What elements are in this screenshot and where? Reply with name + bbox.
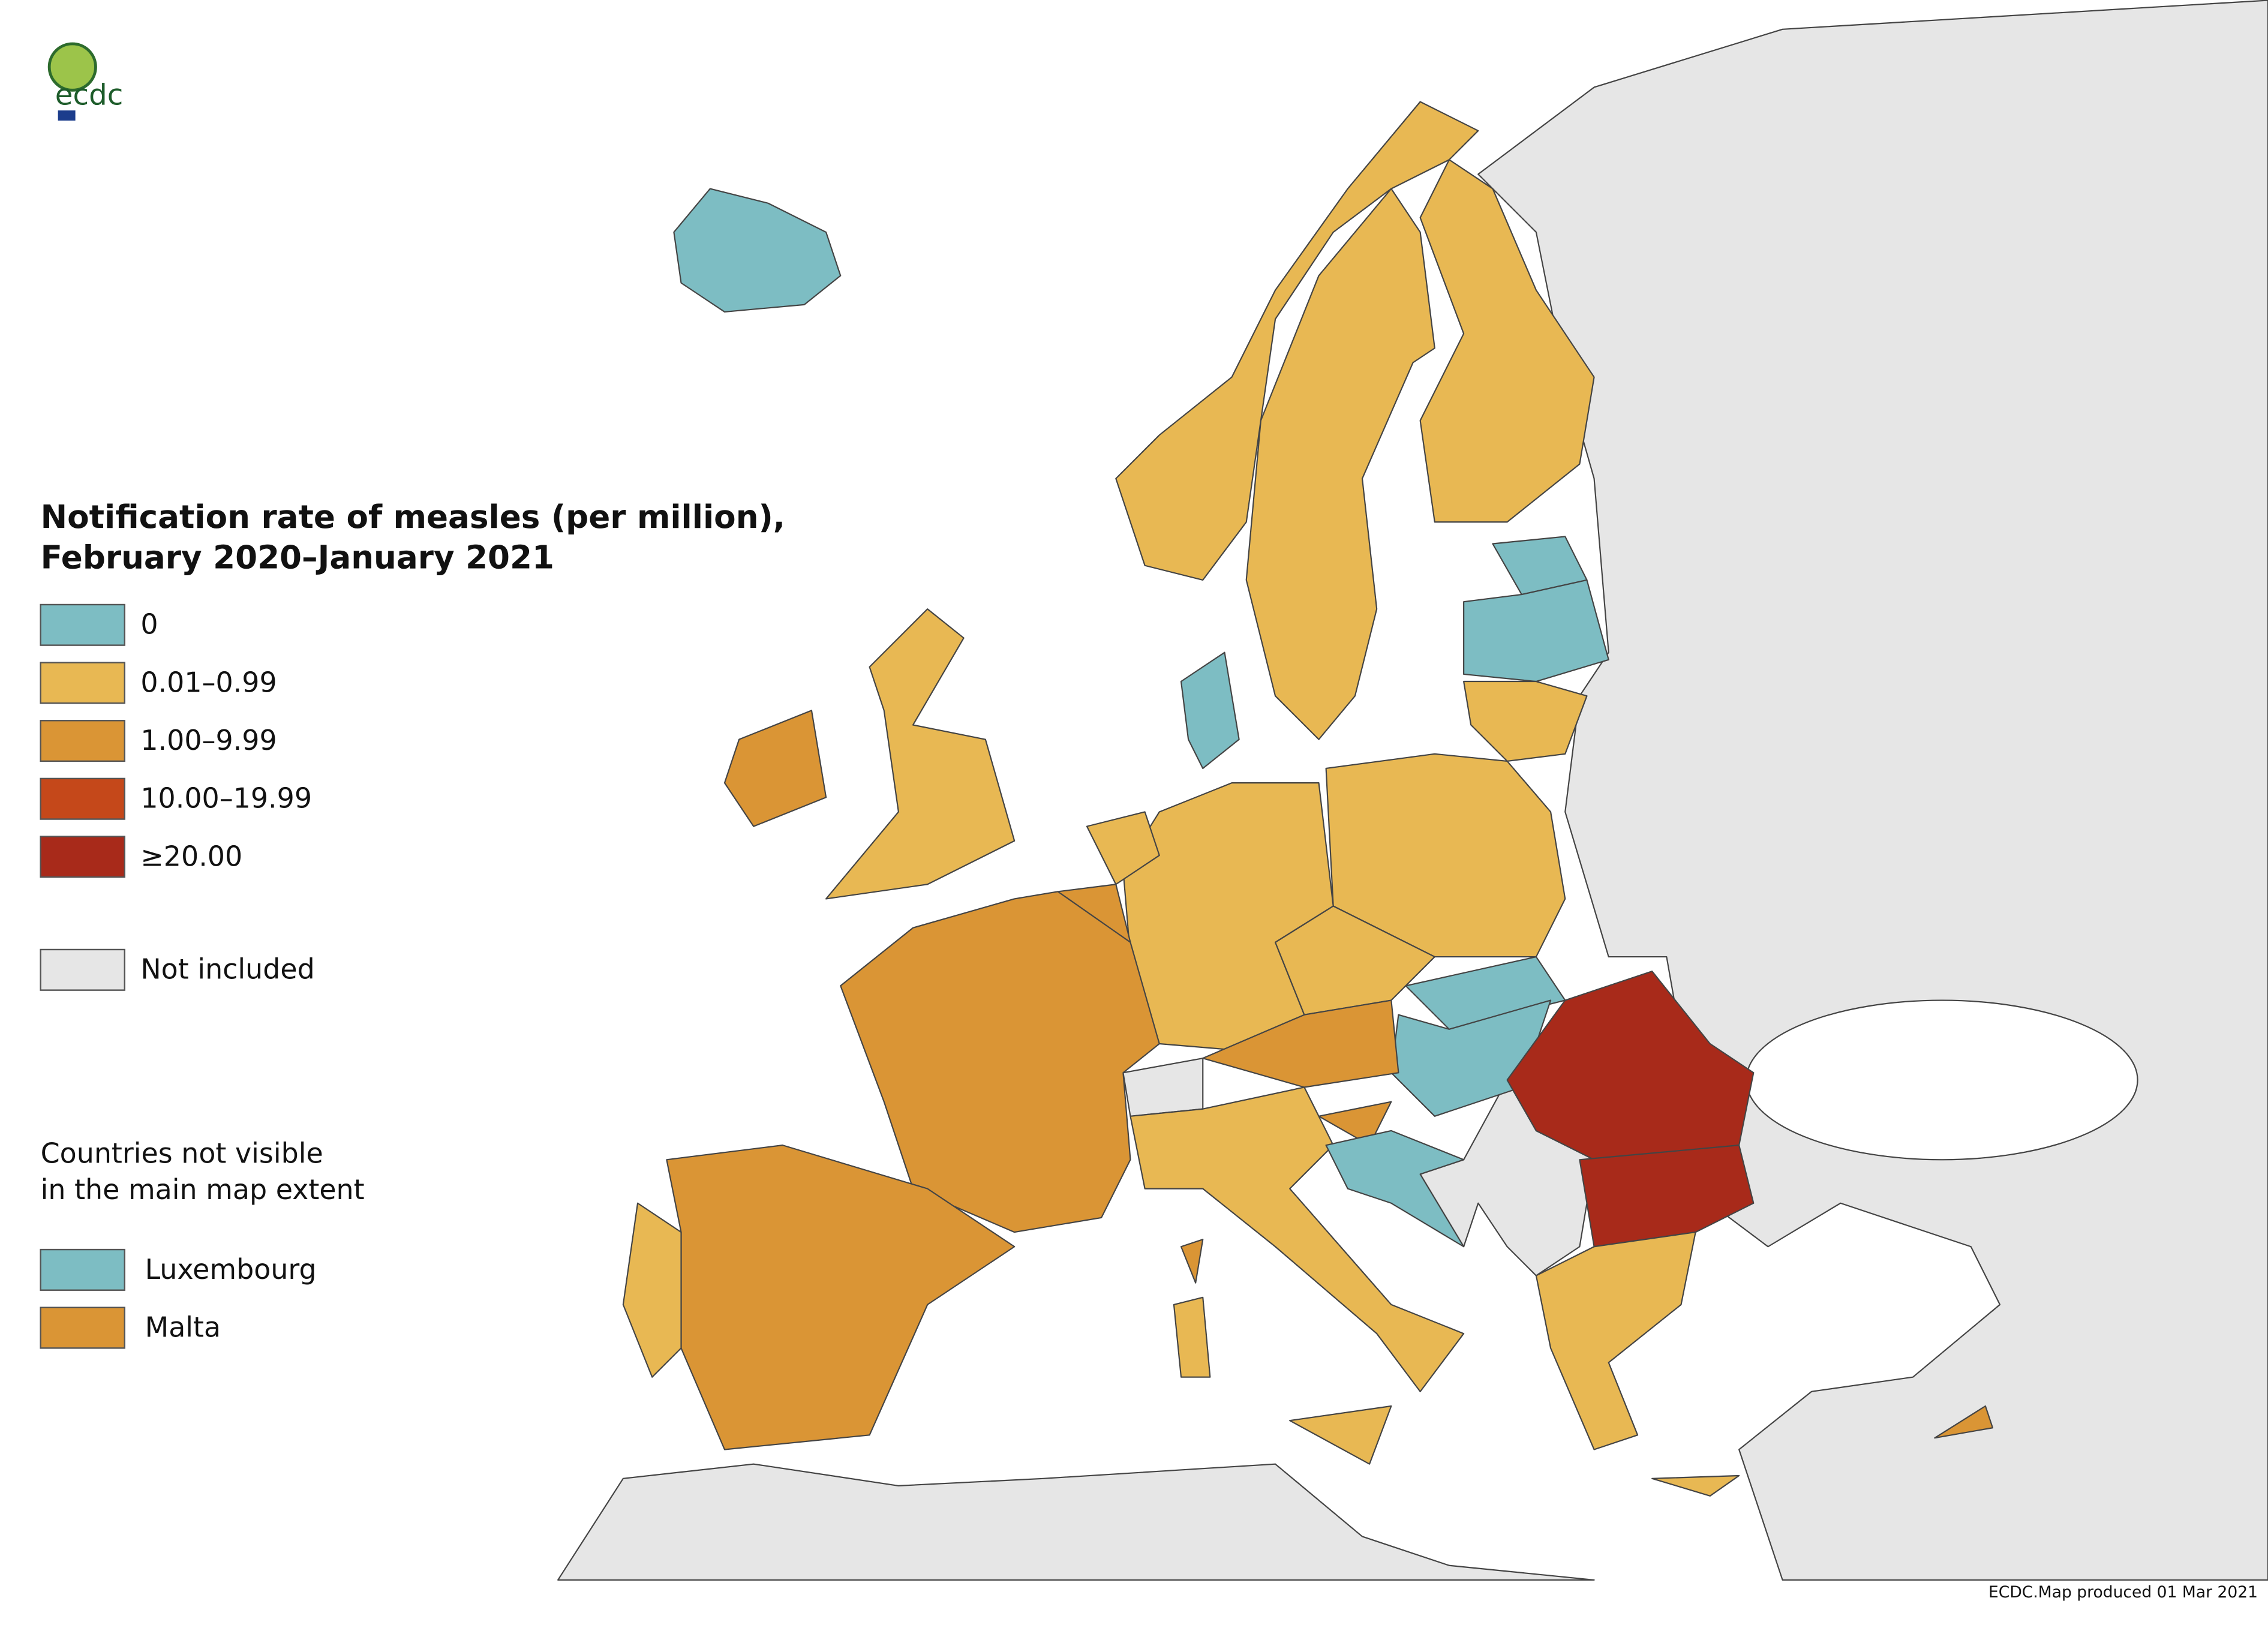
legend-label: ≥20.00 (140, 840, 242, 872)
legend: Notification rate of measles (per millio… (40, 498, 785, 1349)
country (1579, 1145, 1755, 1248)
country (1535, 1231, 1696, 1450)
country (1086, 811, 1160, 885)
country (622, 1202, 682, 1378)
country (723, 710, 827, 827)
country (1289, 1405, 1392, 1465)
country (1274, 905, 1435, 1016)
legend-swatch (40, 662, 125, 704)
country (1130, 1086, 1465, 1392)
black-sea (1746, 999, 2138, 1161)
country (1122, 782, 1334, 1052)
legend-swatch (40, 1248, 125, 1291)
country (1180, 651, 1240, 770)
legend-title: February 2020–January 2021 (41, 539, 554, 576)
legend-heading: in the main map extent (41, 1173, 365, 1206)
legend-label: Luxembourg (145, 1253, 317, 1285)
country (1419, 159, 1595, 523)
country (1934, 1405, 1994, 1439)
legend-label: Not included (140, 953, 314, 986)
country (825, 608, 1016, 900)
legend-swatch (40, 1306, 125, 1349)
logo-globe (47, 42, 97, 92)
country (1180, 1239, 1204, 1284)
country (840, 891, 1160, 1233)
country (1506, 971, 1755, 1161)
legend-label: 0.01–0.99 (140, 666, 277, 698)
map (557, 0, 2268, 1581)
legend-swatch (40, 720, 125, 762)
logo: ecdc (47, 42, 123, 121)
legend-swatch (40, 836, 125, 878)
country (1173, 1296, 1211, 1378)
credit: ECDC.Map produced 01 Mar 2021 (1988, 1583, 2258, 1602)
logo-flag (58, 110, 76, 121)
legend-heading: Countries not visible (41, 1137, 323, 1170)
legend-label: 0 (140, 608, 158, 641)
legend-swatch (40, 777, 125, 820)
land-africa (557, 1463, 1595, 1581)
country (1463, 579, 1609, 683)
legend-swatch (40, 603, 125, 646)
country (1115, 101, 1479, 581)
land-east (1477, 0, 2268, 1581)
legend-label: 1.00–9.99 (140, 724, 277, 756)
country (1651, 1474, 1740, 1497)
logo-text: ecdc (55, 78, 123, 112)
legend-title: Notification rate of measles (per millio… (41, 498, 785, 536)
country (1463, 680, 1588, 762)
country (1202, 999, 1399, 1088)
legend-label: 10.00–19.99 (140, 782, 312, 815)
country (673, 188, 842, 313)
legend-label: Malta (145, 1311, 221, 1343)
country (1245, 188, 1435, 740)
legend-swatch (40, 948, 125, 991)
country (1325, 1130, 1465, 1248)
